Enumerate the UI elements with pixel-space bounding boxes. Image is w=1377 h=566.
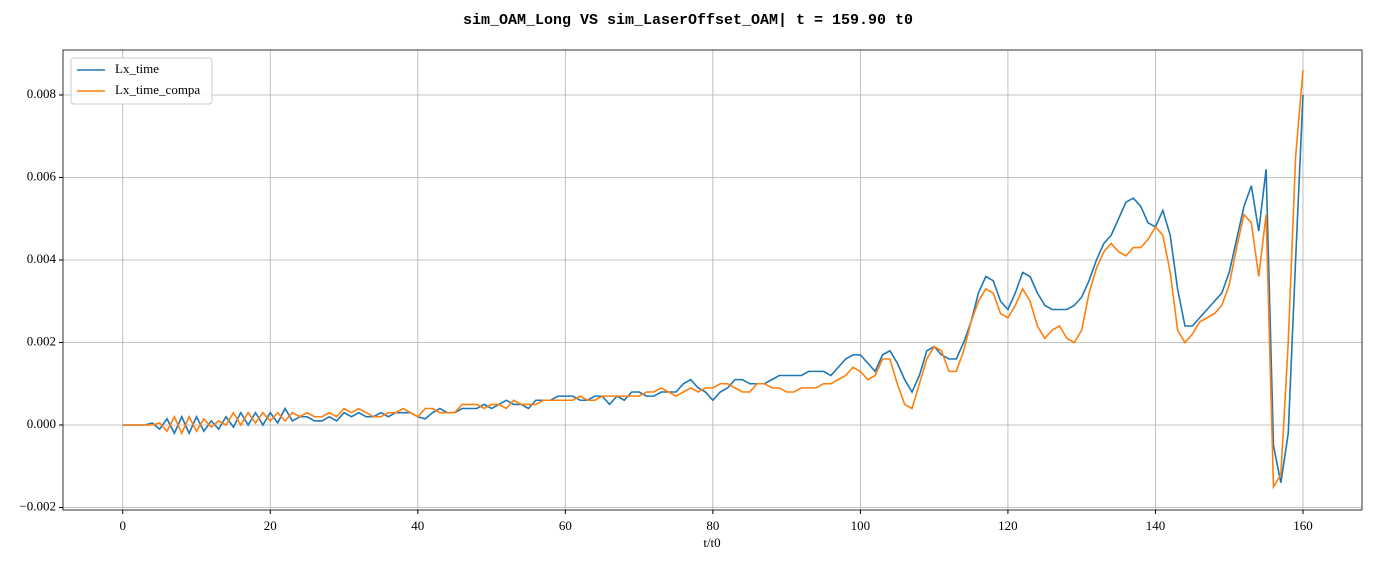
line-series (122, 94, 1304, 483)
legend-box (70, 57, 213, 105)
plot-frame (62, 49, 1363, 511)
y-tick-label: −0.002 (19, 499, 56, 514)
x-tick-label: 60 (559, 518, 572, 533)
legend-label: Lx_time_compa (115, 82, 200, 97)
x-tick-label: 100 (851, 518, 871, 533)
x-tick-label: 20 (264, 518, 277, 533)
y-tick-label: 0.000 (27, 416, 56, 431)
x-tick-label: 80 (706, 518, 719, 533)
x-tick-label: 40 (411, 518, 424, 533)
y-tick-label: 0.008 (27, 86, 56, 101)
y-tick-label: 0.006 (27, 168, 57, 183)
x-tick-label: 120 (998, 518, 1018, 533)
x-tick-label: 0 (119, 518, 126, 533)
y-tick-label: 0.004 (27, 251, 57, 266)
y-tick-label: 0.002 (27, 333, 56, 348)
legend-label: Lx_time (115, 61, 159, 76)
x-tick-label: 140 (1146, 518, 1166, 533)
line-series (122, 70, 1304, 490)
x-tick-label: 160 (1293, 518, 1313, 533)
x-axis-label: t/t0 (703, 535, 720, 550)
chart-title: sim_OAM_Long VS sim_LaserOffset_OAM| t =… (463, 12, 913, 29)
